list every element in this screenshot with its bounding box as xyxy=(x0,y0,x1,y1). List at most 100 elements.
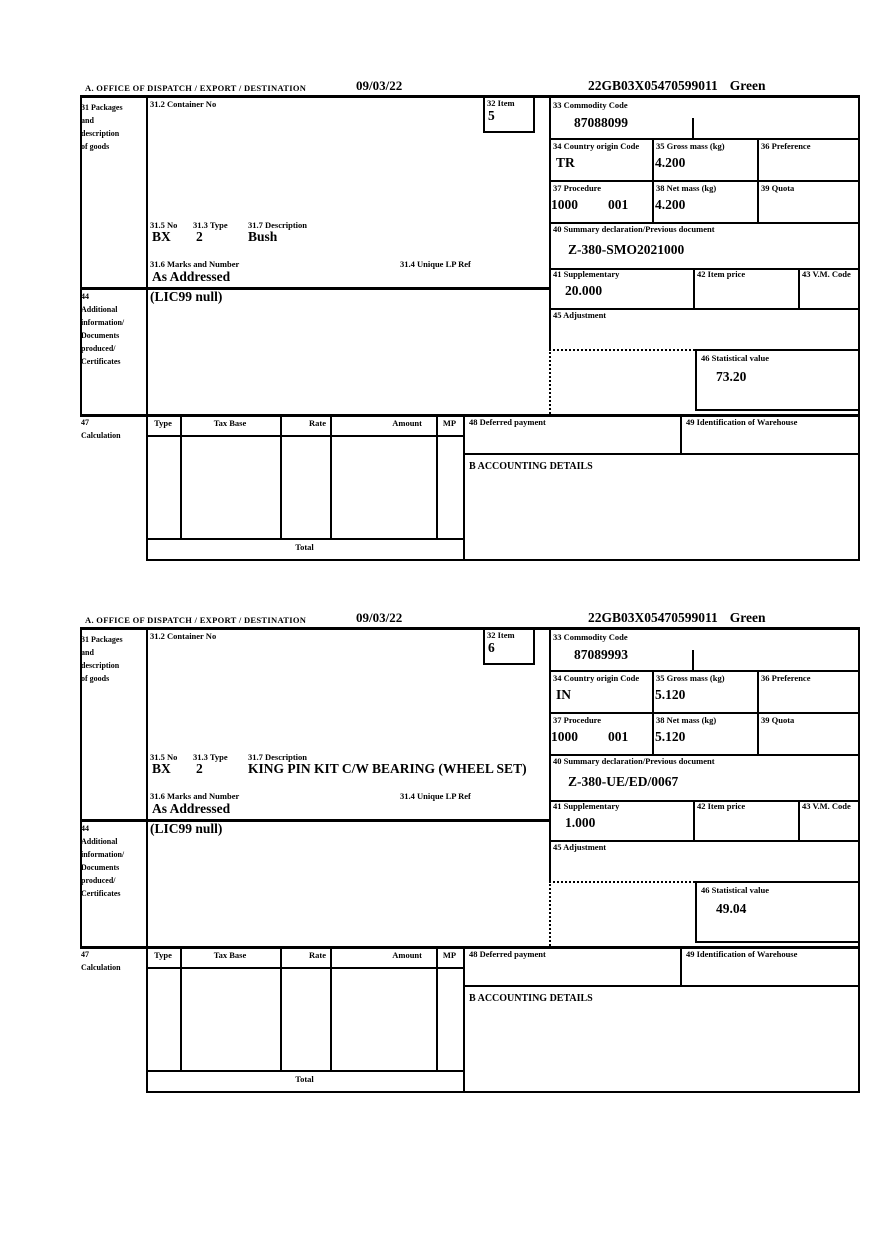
calc-body-bottom-divider xyxy=(146,538,463,540)
routing-status: Green xyxy=(729,610,766,625)
box44-label-line: Documents xyxy=(81,331,120,340)
declaration-date: 09/03/22 xyxy=(356,78,403,93)
item-price-label: 42 Item price xyxy=(697,269,746,279)
box44-label-line: Certificates xyxy=(81,889,121,898)
left-column-divider xyxy=(146,95,148,561)
calc-amount-column-divider xyxy=(436,949,438,1070)
calc-taxbase-column-divider xyxy=(280,949,282,1070)
box46-bottom-border xyxy=(695,409,860,411)
section-right-border xyxy=(858,95,860,561)
right-column-divider xyxy=(549,95,551,349)
right-column-divider xyxy=(549,627,551,881)
box46-left-border xyxy=(695,881,697,941)
commodity-code-label: 33 Commodity Code xyxy=(553,632,628,642)
net-mass-label: 38 Net mass (kg) xyxy=(656,715,717,725)
calc-header-bottom-divider xyxy=(146,435,463,437)
box40-bottom-divider xyxy=(549,268,860,270)
box37-row-divider xyxy=(549,222,860,224)
commodity-code-value: 87088099 xyxy=(574,115,628,130)
box31-label-line: of goods xyxy=(81,142,110,151)
commodity-code-inner-divider xyxy=(692,118,694,138)
box44-top-divider xyxy=(80,819,549,822)
box41-row-divider xyxy=(549,840,860,842)
box44-label-line: Certificates xyxy=(81,357,121,366)
goods-description-value: KING PIN KIT C/W BEARING (WHEEL SET) xyxy=(248,761,527,776)
unique-lp-ref-label: 31.4 Unique LP Ref xyxy=(400,791,471,801)
procedure-label: 37 Procedure xyxy=(553,715,602,725)
box32-right-border xyxy=(533,97,535,131)
movement-reference-number: 22GB03X05470599011 xyxy=(588,78,718,93)
box48-bottom-divider xyxy=(463,453,860,455)
summary-declaration-label: 40 Summary declaration/Previous document xyxy=(553,756,715,766)
box48-bottom-divider xyxy=(463,985,860,987)
marks-value: As Addressed xyxy=(152,801,231,816)
box31-label-block: 31 Packages and description of goods xyxy=(81,101,123,153)
calc-table-right-border xyxy=(463,417,465,559)
country-origin-label: 34 Country origin Code xyxy=(553,141,640,151)
box46-top-border xyxy=(695,881,860,883)
country-origin-label: 34 Country origin Code xyxy=(553,673,640,683)
item-number-value: 6 xyxy=(488,640,495,655)
calc-amount-column-divider xyxy=(436,417,438,538)
adjustment-label: 45 Adjustment xyxy=(553,842,607,852)
marks-number-label: 31.6 Marks and Number xyxy=(150,791,240,801)
box46-bottom-border xyxy=(695,941,860,943)
box44-label-line: produced/ xyxy=(81,344,116,353)
gross-mass-label: 35 Gross mass (kg) xyxy=(656,673,725,683)
calc-table-right-border xyxy=(463,949,465,1091)
section-left-border xyxy=(80,627,82,949)
quota-label: 39 Quota xyxy=(761,715,795,725)
calc-header-mp: MP xyxy=(442,418,457,428)
package-no-value: BX xyxy=(152,761,171,776)
calc-total-label: Total xyxy=(295,1074,314,1084)
dashed-area-top-border xyxy=(549,881,695,883)
warehouse-identification-label: 49 Identification of Warehouse xyxy=(686,417,798,427)
box32-left-border xyxy=(483,97,485,131)
procedure-value-1: 1000 xyxy=(551,729,578,744)
box41-42-divider xyxy=(693,800,695,840)
summary-declaration-label: 40 Summary declaration/Previous document xyxy=(553,224,715,234)
quota-label: 39 Quota xyxy=(761,183,795,193)
routing-status: Green xyxy=(729,78,766,93)
accounting-details-label: B ACCOUNTING DETAILS xyxy=(469,461,593,472)
box44-label-line: Documents xyxy=(81,863,120,872)
item-box-label: 32 Item xyxy=(487,630,515,640)
declaration-date: 09/03/22 xyxy=(356,610,403,625)
box32-bottom-border xyxy=(483,663,535,665)
box34-35-divider xyxy=(652,670,654,754)
dashed-area-left-border xyxy=(549,349,551,414)
gross-mass-value: 5.120 xyxy=(655,687,686,702)
statistical-value: 73.20 xyxy=(716,369,747,384)
box48-49-divider xyxy=(680,417,682,453)
supplementary-label: 41 Supplementary xyxy=(553,801,620,811)
box35-36-divider xyxy=(757,138,759,222)
dashed-area-left-border xyxy=(549,881,551,946)
box31-label-line: of goods xyxy=(81,674,110,683)
vm-code-label: 43 V.M. Code xyxy=(802,801,851,811)
box34-35-divider xyxy=(652,138,654,222)
box41-row-divider xyxy=(549,308,860,310)
adjustment-label: 45 Adjustment xyxy=(553,310,607,320)
calc-header-amount: Amount xyxy=(392,418,422,428)
box44-label-line: Additional xyxy=(81,305,118,314)
calculation-row-top-border xyxy=(80,946,860,949)
marks-number-label: 31.6 Marks and Number xyxy=(150,259,240,269)
additional-info-value: (LIC99 null) xyxy=(150,289,223,304)
section-right-border xyxy=(858,627,860,1093)
calc-type-column-divider xyxy=(180,949,182,1070)
box44-label-line: information/ xyxy=(81,850,125,859)
preference-label: 36 Preference xyxy=(761,673,811,683)
declaration-section: A. OFFICE OF DISPATCH / EXPORT / DESTINA… xyxy=(80,78,860,562)
country-origin-value: TR xyxy=(556,155,575,170)
box47-label-line: Calculation xyxy=(81,963,121,972)
movement-reference-number: 22GB03X05470599011 xyxy=(588,610,718,625)
declaration-section-2: A. OFFICE OF DISPATCH / EXPORT / DESTINA… xyxy=(80,610,860,1094)
calc-header-tax-base: Tax Base xyxy=(213,418,247,428)
item-box-label: 32 Item xyxy=(487,98,515,108)
box41-42-divider xyxy=(693,268,695,308)
preference-label: 36 Preference xyxy=(761,141,811,151)
section-left-border xyxy=(80,95,82,417)
box47-label-line: Calculation xyxy=(81,431,121,440)
procedure-value-2: 001 xyxy=(608,729,629,744)
